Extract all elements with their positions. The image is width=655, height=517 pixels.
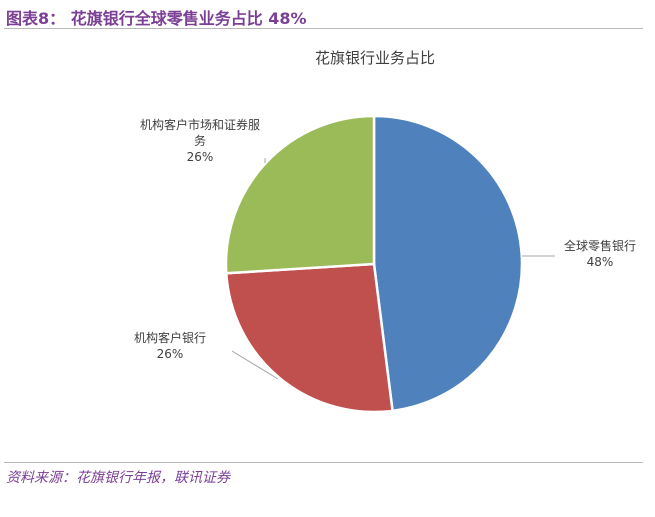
- slice-value-label-2: 26%: [157, 347, 184, 361]
- pie-chart: 花旗银行业务占比 全球零售银行 48% 机构客户银行 26% 机构客户市场和证券服务 26…: [0, 30, 655, 462]
- figure-title: 图表8： 花旗银行全球零售业务占比 48%: [6, 9, 307, 28]
- slice-value-label-1: 48%: [587, 255, 614, 269]
- top-divider: [4, 28, 643, 29]
- source-note: 资料来源：花旗银行年报，联讯证券: [6, 470, 230, 486]
- leader-line-2: [231, 350, 279, 380]
- pie-chart-svg: 花旗银行业务占比 全球零售银行 48% 机构客户银行 26% 机构客户市场和证券服务 26…: [134, 49, 636, 414]
- slice-value-label-3: 26%: [187, 150, 214, 164]
- bottom-divider: [4, 462, 643, 463]
- pie-slice-2: [224, 262, 394, 414]
- pie-slice-1: [372, 114, 524, 413]
- pie-slice-3: [224, 114, 376, 275]
- chart-title: 花旗银行业务占比: [315, 49, 435, 67]
- slice-label-2: 机构客户银行: [134, 330, 206, 345]
- slice-label-1: 全球零售银行: [564, 238, 636, 253]
- slice-label-3: 机构客户市场和证券服务: [140, 117, 260, 148]
- figure-header: 图表8： 花旗银行全球零售业务占比 48%: [0, 0, 655, 30]
